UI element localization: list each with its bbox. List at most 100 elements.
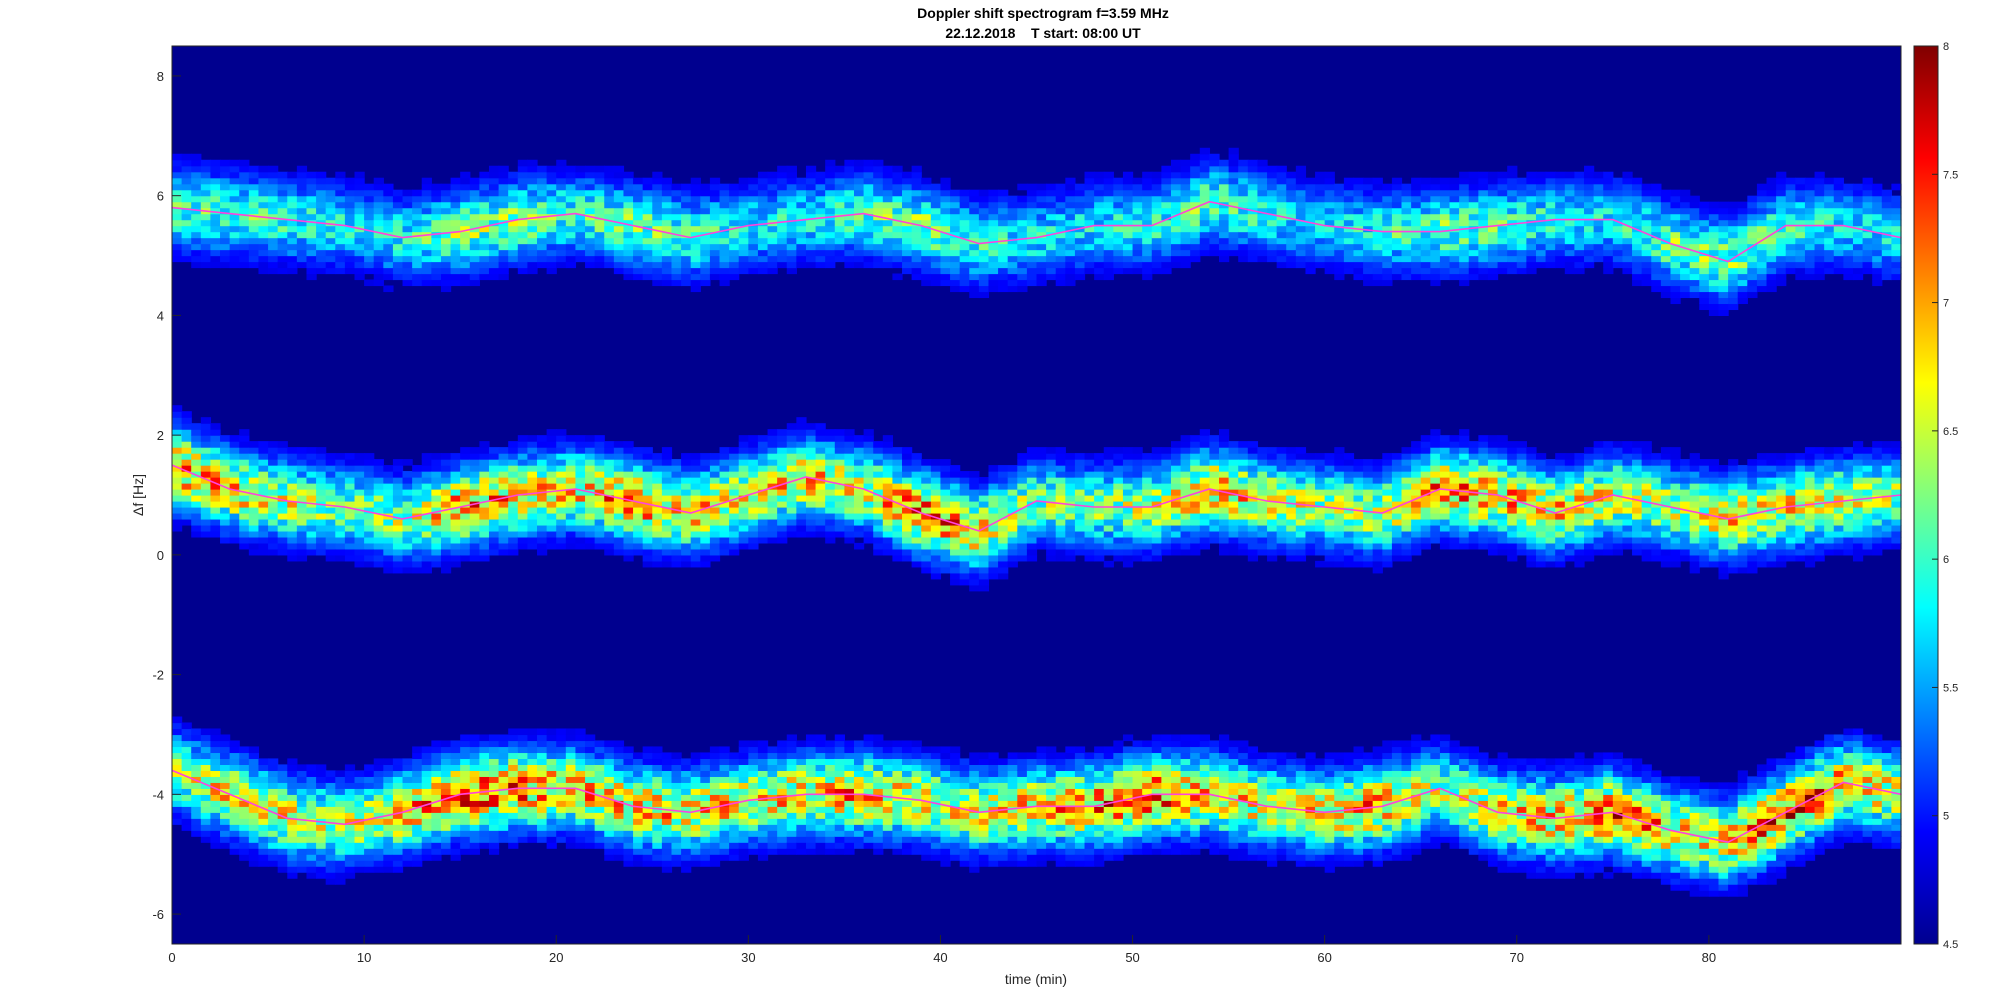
spectrogram-cell (392, 506, 404, 514)
spectrogram-cell (959, 764, 970, 771)
spectrogram-cell (844, 776, 855, 783)
spectrogram-cell (700, 183, 711, 191)
spectrogram-cell (805, 800, 817, 807)
spectrogram-cell (229, 159, 240, 167)
spectrogram-cell (316, 483, 327, 490)
spectrogram-cell (412, 746, 423, 754)
spectrogram-cell (950, 471, 961, 478)
spectrogram-cell (796, 195, 807, 203)
spectrogram-cell (325, 854, 336, 861)
spectrogram-cell (239, 806, 250, 813)
spectrogram-cell (220, 213, 231, 221)
spectrogram-cell (450, 848, 461, 855)
spectrogram-cell (844, 752, 855, 760)
spectrogram-cell (767, 806, 778, 813)
spectrogram-cell (287, 842, 298, 849)
spectrogram-cell (450, 770, 461, 777)
spectrogram-cell (306, 836, 317, 843)
spectrogram-cell (796, 453, 807, 460)
spectrogram-cell (537, 231, 548, 239)
spectrogram-cell (460, 279, 471, 287)
spectrogram-cell (364, 219, 375, 227)
spectrogram-cell (421, 770, 432, 777)
spectrogram-cell (191, 752, 202, 760)
spectrogram-cell (421, 213, 432, 221)
spectrogram-cell (200, 453, 212, 460)
spectrogram-cell (757, 495, 769, 502)
spectrogram-cell (863, 237, 874, 245)
spectrogram-cell (652, 824, 663, 831)
spectrogram-cell (306, 459, 317, 466)
spectrogram-cell (921, 752, 932, 760)
spectrogram-cell (277, 201, 288, 209)
spectrogram-cell (546, 800, 557, 807)
spectrogram-cell (757, 788, 769, 795)
spectrogram-cell (498, 806, 509, 813)
spectrogram-cell (364, 489, 375, 496)
spectrogram-cell (767, 183, 778, 191)
spectrogram-cell (738, 782, 749, 789)
spectrogram-cell (325, 872, 336, 879)
spectrogram-cell (412, 471, 423, 478)
spectrogram-cell (181, 153, 192, 161)
chart-subtitle: 22.12.2018 T start: 08:00 UT (945, 25, 1141, 41)
spectrogram-cell (700, 530, 711, 538)
spectrogram-cell (902, 255, 913, 263)
spectrogram-cell (229, 261, 240, 269)
spectrogram-cell (585, 453, 596, 460)
spectrogram-cell (181, 201, 192, 209)
spectrogram-cell (700, 237, 711, 245)
spectrogram-cell (671, 788, 682, 795)
spectrogram-cell (757, 812, 769, 819)
spectrogram-cell (757, 512, 769, 520)
spectrogram-cell (210, 159, 221, 167)
spectrogram-cell (950, 812, 961, 819)
spectrogram-cell (229, 764, 240, 771)
spectrogram-cell (604, 189, 615, 197)
spectrogram-cell (488, 243, 500, 251)
spectrogram-cell (1017, 752, 1028, 760)
spectrogram-cell (402, 794, 413, 801)
spectrogram-cell (815, 189, 826, 197)
spectrogram-cell (633, 806, 644, 813)
spectrogram-cell (565, 171, 577, 179)
spectrogram-cell (287, 530, 298, 538)
spectrogram-cell (757, 518, 769, 526)
spectrogram-cell (287, 818, 298, 825)
spectrogram-cell (517, 782, 529, 789)
spectrogram-cell (613, 812, 625, 819)
spectrogram-cell (902, 261, 913, 269)
spectrogram-cell (392, 530, 404, 538)
spectrogram-cell (239, 506, 250, 514)
spectrogram-cell (220, 459, 231, 466)
spectrogram-cell (479, 818, 490, 825)
spectrogram-cell (825, 506, 836, 514)
spectrogram-cell (431, 746, 442, 754)
spectrogram-cell (978, 830, 990, 837)
spectrogram-cell (786, 512, 797, 520)
spectrogram-cell (229, 201, 240, 209)
spectrogram-cell (690, 836, 701, 843)
spectrogram-cell (681, 836, 692, 843)
spectrogram-cell (248, 794, 260, 801)
spectrogram-cell (738, 477, 749, 484)
spectrogram-cell (950, 237, 961, 245)
spectrogram-cell (815, 183, 826, 191)
spectrogram-cell (882, 536, 894, 544)
spectrogram-cell (383, 818, 394, 825)
spectrogram-cell (661, 261, 673, 269)
spectrogram-cell (316, 177, 327, 185)
spectrogram-cell (902, 237, 913, 245)
spectrogram-cell (930, 788, 942, 795)
spectrogram-cell (988, 512, 999, 520)
spectrogram-cell (296, 471, 308, 478)
spectrogram-cell (229, 536, 240, 544)
spectrogram-cell (354, 800, 365, 807)
spectrogram-cell (450, 177, 461, 185)
spectrogram-cell (815, 207, 826, 215)
spectrogram-cell (508, 213, 519, 221)
spectrogram-cell (220, 249, 231, 257)
spectrogram-cell (690, 506, 701, 514)
spectrogram-cell (633, 201, 644, 209)
spectrogram-cell (335, 530, 346, 538)
